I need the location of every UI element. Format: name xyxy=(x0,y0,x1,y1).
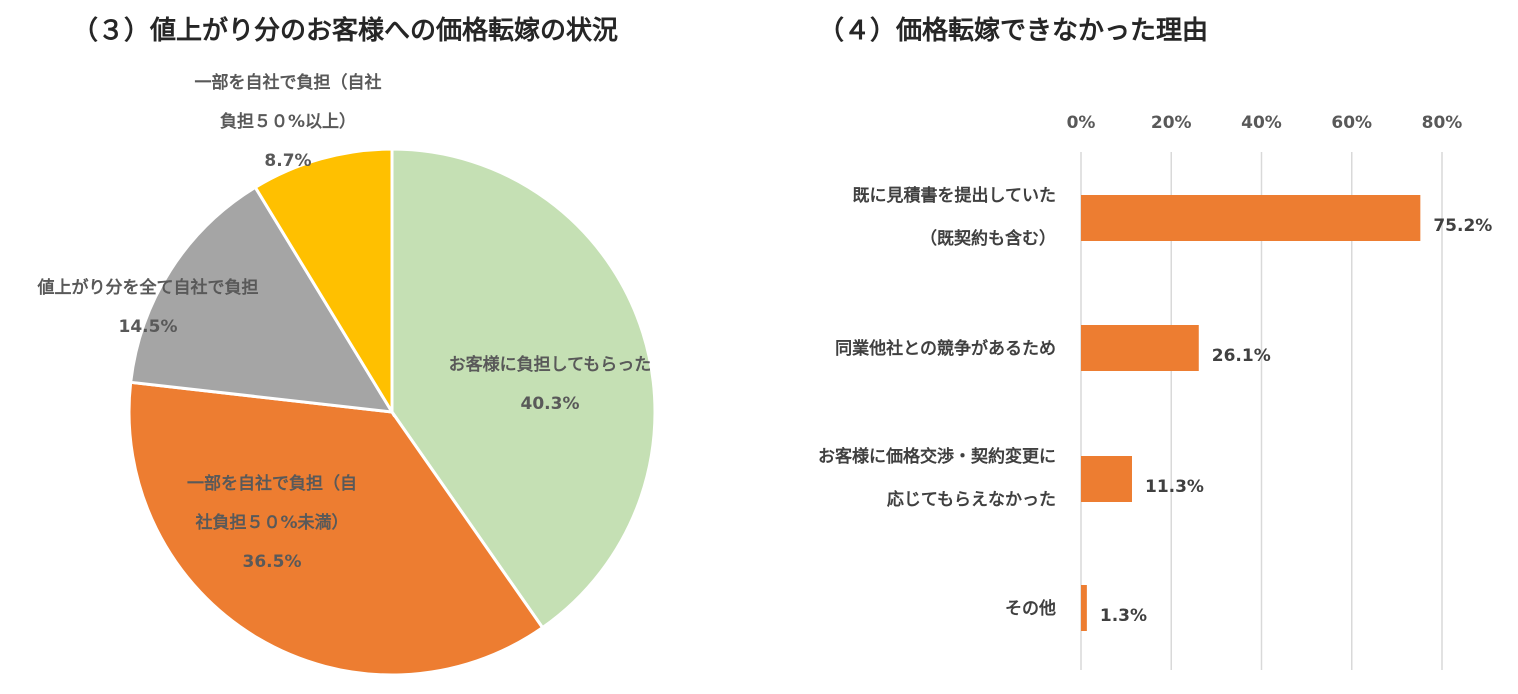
bar-x-tick-label-0: 0% xyxy=(1067,113,1096,133)
pie-slice-1 xyxy=(127,380,545,677)
bar-chart: 0% 20% 40% 60% 80% 75.2% 既に見積書を提出していた （既契約も含む） 2… xyxy=(818,113,1492,670)
bar-0 xyxy=(1081,195,1421,241)
pie-category-label-3-1: 負担５０%以上） xyxy=(220,111,356,132)
pie-value-label-3: 8.7% xyxy=(264,151,311,171)
bar-value-label-0: 75.2% xyxy=(1433,216,1492,236)
bar-category-label-2-1: 応じてもらえなかった xyxy=(887,489,1056,510)
bar-category-label-1-0: 同業他社との競争があるため xyxy=(835,338,1056,359)
bar-category-label-2-0: お客様に価格交渉・契約変更に xyxy=(818,446,1056,467)
bar-x-tick-label-1: 20% xyxy=(1151,113,1192,133)
bar-chart-title: （４）価格転嫁できなかった理由 xyxy=(818,16,1209,46)
bar-3 xyxy=(1081,585,1087,631)
pie-category-label-1-1: 社負担５０%未満） xyxy=(194,512,348,533)
pie-category-label-2-0: 値上がり分を全て自社で負担 xyxy=(37,277,259,298)
pie-slice-0 xyxy=(390,147,657,630)
bar-value-label-3: 1.3% xyxy=(1100,606,1147,626)
pie-value-label-1: 36.5% xyxy=(243,552,302,572)
bar-value-label-2: 11.3% xyxy=(1145,477,1204,497)
pie-slice-2 xyxy=(129,185,395,414)
bar-x-tick-label-4: 80% xyxy=(1422,113,1463,133)
pie-value-label-0: 40.3% xyxy=(521,394,580,414)
bar-category-label-0-0: 既に見積書を提出していた xyxy=(853,185,1057,206)
pie-slice-3 xyxy=(253,147,394,418)
bar-category-label-3-0: その他 xyxy=(1005,598,1056,619)
bar-x-tick-label-2: 40% xyxy=(1241,113,1282,133)
bar-category-label-0-1: （既契約も含む） xyxy=(920,228,1056,249)
pie-chart-title: （３）値上がり分のお客様への価格転嫁の状況 xyxy=(72,16,619,46)
pie-category-label-0-0: お客様に負担してもらった xyxy=(449,354,652,375)
pie-value-label-2: 14.5% xyxy=(119,317,178,337)
bar-1 xyxy=(1081,325,1199,371)
bar-x-tick-label-3: 60% xyxy=(1331,113,1372,133)
pie-category-label-1-0: 一部を自社で負担（自 xyxy=(187,473,357,494)
bar-value-label-1: 26.1% xyxy=(1212,346,1271,366)
bar-2 xyxy=(1081,456,1132,502)
pie-category-label-3-0: 一部を自社で負担（自社 xyxy=(195,72,382,93)
